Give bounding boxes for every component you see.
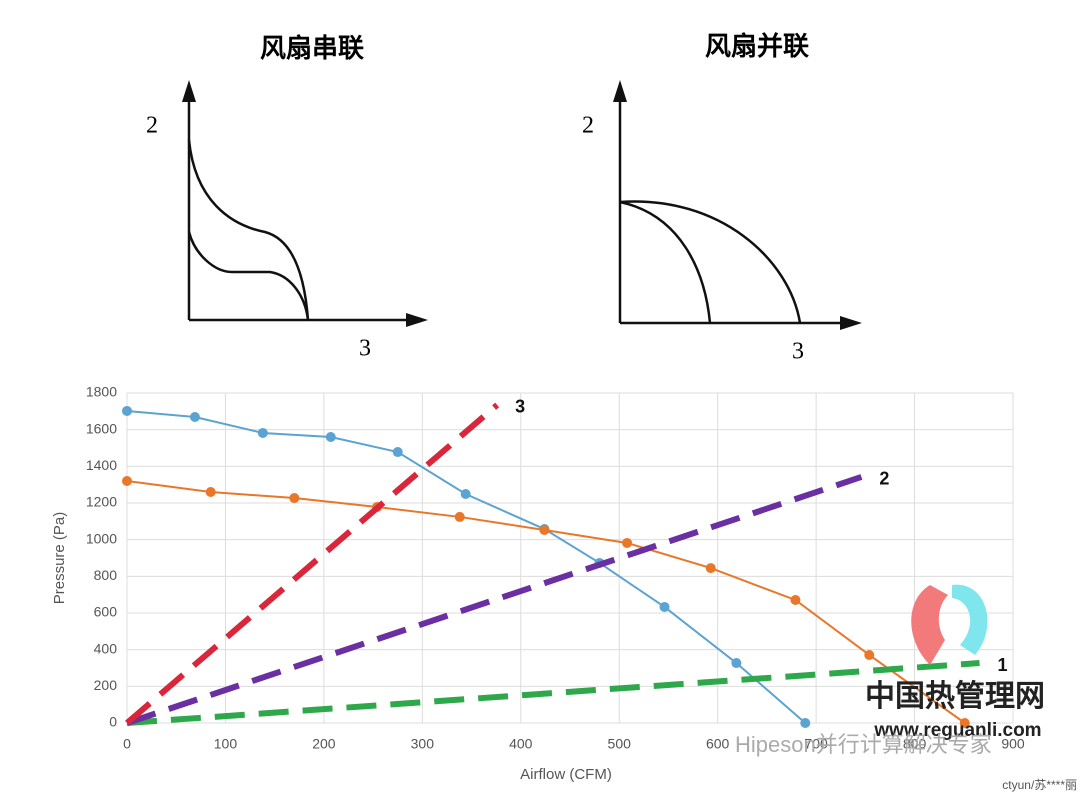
watermark: 中国热管理网 www.reguanli.com Hipeson并行计算解决专家 … bbox=[735, 584, 1077, 792]
x-label: 3 bbox=[359, 336, 371, 362]
point bbox=[539, 524, 550, 535]
point bbox=[122, 405, 132, 416]
y-label: 2 bbox=[582, 113, 594, 139]
point bbox=[800, 718, 811, 728]
y-tick-label: 1000 bbox=[86, 530, 117, 546]
line bbox=[125, 402, 500, 726]
axes bbox=[618, 95, 845, 325]
line-label: 2 bbox=[879, 469, 889, 489]
arrow bbox=[182, 80, 196, 102]
parallel-diagram: 风扇并联 2 3 bbox=[582, 31, 862, 365]
point bbox=[731, 658, 742, 669]
point bbox=[460, 489, 471, 500]
point bbox=[189, 412, 200, 423]
y-tick-label: 800 bbox=[94, 567, 118, 583]
point bbox=[454, 511, 465, 522]
x-tick-label: 200 bbox=[312, 736, 336, 752]
y-tick-label: 1200 bbox=[86, 494, 117, 510]
arrow bbox=[840, 316, 862, 330]
curve bbox=[187, 139, 310, 321]
watermark-user: ctyun/苏****丽 bbox=[1002, 778, 1077, 792]
point bbox=[289, 493, 300, 504]
diagram-title: 风扇串联 bbox=[260, 33, 364, 63]
axes bbox=[187, 95, 412, 322]
y-tick-label: 600 bbox=[94, 604, 118, 620]
line bbox=[126, 660, 980, 726]
point bbox=[659, 601, 670, 612]
y-tick-label: 1800 bbox=[86, 384, 117, 400]
curve bbox=[619, 200, 712, 324]
y-tick-label: 200 bbox=[94, 677, 118, 693]
line-label: 1 bbox=[998, 655, 1008, 675]
y-axis-title: Pressure (Pa) bbox=[51, 512, 68, 605]
x-tick-label: 600 bbox=[706, 736, 730, 752]
y-label: 2 bbox=[146, 113, 158, 139]
point bbox=[864, 649, 875, 660]
x-tick-label: 900 bbox=[1001, 736, 1025, 752]
line bbox=[126, 474, 863, 726]
arrow bbox=[613, 80, 627, 102]
x-tick-label: 700 bbox=[804, 736, 828, 752]
x-tick-label: 800 bbox=[903, 736, 927, 752]
point bbox=[705, 563, 716, 574]
diagram-title: 风扇并联 bbox=[705, 31, 809, 61]
x-axis-title: Airflow (CFM) bbox=[520, 766, 612, 783]
point bbox=[392, 447, 403, 458]
y-tick-label: 0 bbox=[109, 714, 117, 730]
point bbox=[959, 718, 970, 728]
y-tick-label: 400 bbox=[94, 640, 118, 656]
x-tick-label: 400 bbox=[509, 736, 533, 752]
arrow bbox=[406, 313, 428, 327]
point bbox=[325, 432, 336, 442]
point bbox=[790, 594, 801, 605]
line-label: 3 bbox=[515, 397, 525, 417]
x-tick-label: 100 bbox=[214, 736, 238, 752]
logo bbox=[952, 584, 988, 655]
curve bbox=[187, 231, 310, 321]
x-label: 3 bbox=[792, 339, 804, 365]
watermark-account: Hipeson并行计算解决专家 bbox=[735, 732, 992, 757]
chart: Airflow (CFM) Pressure (Pa) 0 200 400 600 80… bbox=[51, 384, 1025, 783]
point bbox=[205, 487, 216, 497]
point bbox=[622, 537, 633, 548]
series-diagram: 风扇串联 2 3 bbox=[146, 33, 428, 362]
y-tick-label: 1600 bbox=[86, 420, 117, 436]
x-tick-label: 500 bbox=[608, 736, 632, 752]
watermark-url: www.reguanli.com bbox=[873, 720, 1041, 741]
point bbox=[257, 427, 268, 438]
curve bbox=[619, 200, 802, 324]
y-tick-label: 1400 bbox=[86, 457, 117, 473]
logo bbox=[911, 585, 948, 665]
x-tick-label: 300 bbox=[411, 736, 435, 752]
x-tick-label: 0 bbox=[123, 736, 131, 752]
point bbox=[122, 476, 132, 486]
line bbox=[126, 409, 806, 724]
watermark-site: 中国热管理网 bbox=[865, 680, 1045, 713]
